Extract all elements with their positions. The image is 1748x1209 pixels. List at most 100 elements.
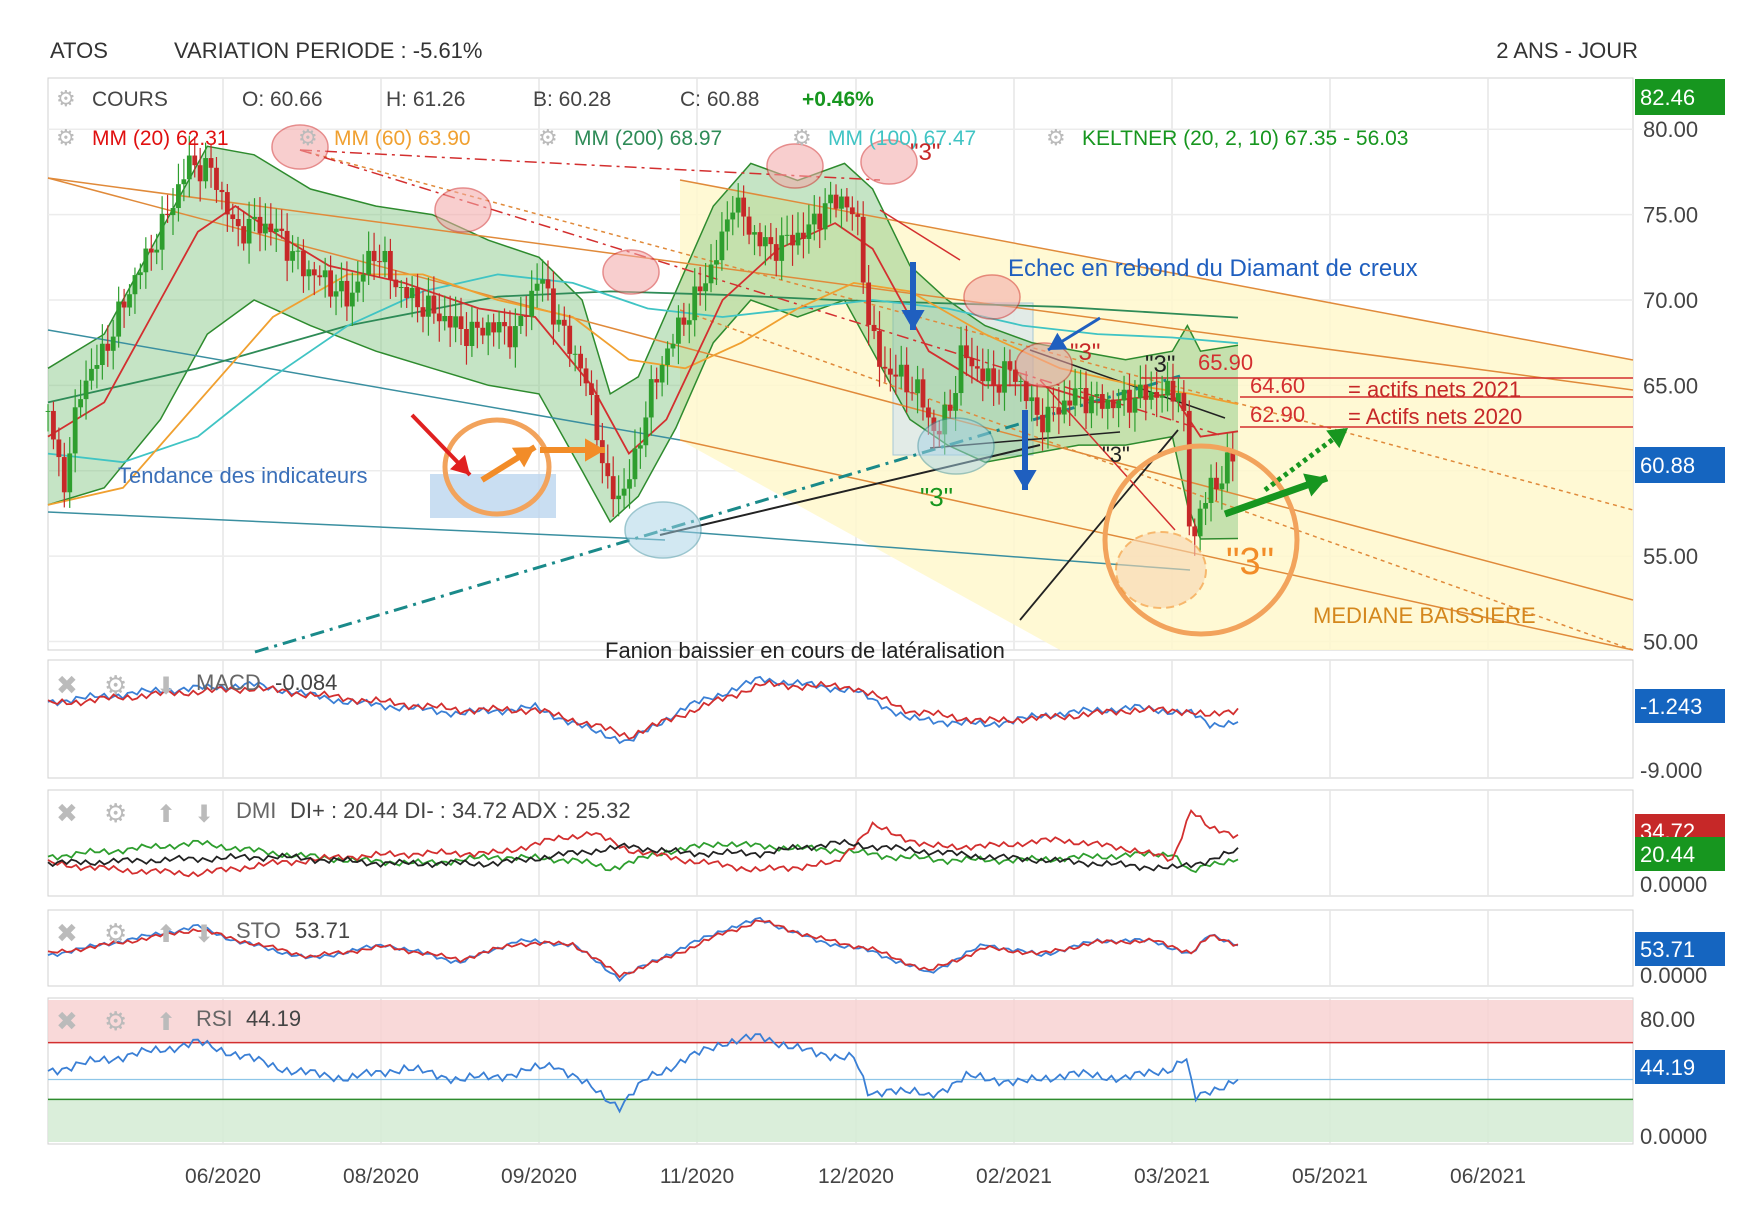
close-icon[interactable]: ✖ bbox=[56, 1006, 78, 1036]
y-tick-label: 80.00 bbox=[1643, 117, 1698, 142]
candle-body bbox=[252, 216, 257, 219]
gear-icon[interactable]: ⚙ bbox=[298, 125, 318, 150]
candle-body bbox=[393, 279, 399, 288]
candle-body bbox=[659, 365, 665, 383]
ma60-label: MM (60) 63.90 bbox=[334, 127, 471, 150]
gear-icon[interactable]: ⚙ bbox=[56, 125, 76, 150]
trendline bbox=[47, 511, 666, 541]
top-price-badge-bg bbox=[1635, 79, 1725, 115]
candle-body bbox=[676, 317, 681, 344]
close-icon[interactable]: ✖ bbox=[56, 798, 78, 828]
candle-body bbox=[746, 216, 752, 235]
candle-body bbox=[871, 324, 877, 332]
candle-body bbox=[409, 287, 415, 299]
candle-body bbox=[654, 379, 660, 383]
echec-text: Echec en rebond du Diamant de creux bbox=[1008, 255, 1418, 282]
candle-body bbox=[866, 282, 872, 325]
close-icon[interactable]: ✖ bbox=[56, 670, 78, 700]
ma20-label: MM (20) 62.31 bbox=[92, 127, 229, 150]
sto-panel bbox=[47, 909, 1634, 987]
candle-body bbox=[295, 250, 301, 252]
gear-icon[interactable]: ⚙ bbox=[104, 670, 127, 700]
candle-body bbox=[648, 379, 654, 418]
candle-body bbox=[121, 301, 127, 308]
arrow-up-icon[interactable]: ⬆ bbox=[156, 1009, 176, 1036]
candle-body bbox=[83, 380, 89, 400]
gear-icon[interactable]: ⚙ bbox=[104, 918, 127, 948]
candle-body bbox=[735, 197, 741, 213]
candle-body bbox=[1154, 391, 1160, 398]
arrow-down-icon[interactable]: ⬇ bbox=[194, 921, 214, 948]
marker-ellipse bbox=[917, 417, 995, 475]
candle-body bbox=[464, 329, 469, 347]
candle-body bbox=[328, 270, 334, 297]
candle-body bbox=[757, 232, 763, 247]
three-3: "3" bbox=[1145, 351, 1175, 378]
dmi-header: ✖ ⚙ ⬆ ⬇ DMI DI+ : 20.44 DI- : 34.72 ADX … bbox=[56, 798, 631, 828]
candle-body bbox=[589, 383, 594, 396]
candle-body bbox=[105, 343, 111, 351]
candle-body bbox=[415, 287, 420, 308]
candle-body bbox=[502, 322, 507, 327]
gear-icon[interactable]: ⚙ bbox=[792, 125, 812, 150]
gear-icon[interactable]: ⚙ bbox=[104, 1006, 127, 1036]
candle-body bbox=[610, 476, 616, 500]
candle-body bbox=[567, 325, 573, 354]
arrow-down-icon[interactable]: ⬇ bbox=[194, 801, 214, 828]
x-tick-label: 05/2021 bbox=[1292, 1165, 1368, 1188]
candle-body bbox=[426, 295, 431, 317]
candle-body bbox=[301, 250, 306, 277]
candle-body bbox=[686, 320, 692, 325]
candle-body bbox=[839, 196, 844, 209]
candle-body bbox=[398, 287, 404, 289]
candle-body bbox=[230, 214, 236, 220]
orange-arrow-head bbox=[585, 438, 605, 462]
candle-body bbox=[322, 270, 328, 278]
arrow-down-icon[interactable]: ⬇ bbox=[156, 673, 176, 700]
blue-arrow-down-head bbox=[901, 310, 925, 330]
x-tick-label: 11/2020 bbox=[660, 1165, 734, 1188]
candle-body bbox=[1121, 389, 1127, 401]
gear-icon[interactable]: ⚙ bbox=[1046, 125, 1066, 150]
candle-body bbox=[219, 189, 225, 193]
candle-body bbox=[355, 281, 361, 293]
candle-body bbox=[762, 237, 768, 247]
candle-body bbox=[480, 327, 486, 336]
candle-body bbox=[1056, 407, 1062, 415]
arrow-up-icon[interactable]: ⬆ bbox=[156, 801, 176, 828]
candle-body bbox=[127, 294, 132, 308]
candle-body bbox=[795, 232, 801, 246]
candle-body bbox=[143, 248, 149, 273]
orange-arrow-head bbox=[511, 447, 535, 468]
rsi-axis-label-top: 80.00 bbox=[1640, 1007, 1695, 1032]
net-assets-2020: = Actifs nets 2020 bbox=[1348, 404, 1522, 429]
rsi-oversold-zone bbox=[48, 1099, 1633, 1142]
candle-body bbox=[594, 395, 600, 441]
candle-body bbox=[817, 213, 823, 230]
candle-body bbox=[616, 495, 622, 500]
green-dotted-arrow bbox=[1263, 425, 1350, 493]
candle-body bbox=[773, 244, 779, 261]
macd-value: -0.084 bbox=[275, 670, 337, 695]
three-1: "3" bbox=[910, 139, 940, 166]
candle-body bbox=[1105, 399, 1111, 409]
last-price-badge: 60.88 bbox=[1640, 453, 1695, 478]
gear-icon[interactable]: ⚙ bbox=[538, 125, 558, 150]
gear-icon[interactable]: ⚙ bbox=[104, 798, 127, 828]
candle-body bbox=[909, 392, 915, 394]
candle-body bbox=[1067, 400, 1073, 406]
candle-body bbox=[453, 316, 458, 328]
gear-icon[interactable]: ⚙ bbox=[56, 86, 76, 111]
candle-body bbox=[458, 316, 464, 330]
close-icon[interactable]: ✖ bbox=[56, 918, 78, 948]
candle-body bbox=[474, 321, 480, 328]
candle-body bbox=[1186, 410, 1192, 527]
candle-body bbox=[1192, 526, 1198, 537]
trendline bbox=[879, 209, 961, 261]
candle-body bbox=[969, 358, 975, 367]
candle-body bbox=[273, 228, 279, 233]
candle-body bbox=[311, 269, 317, 276]
candle-body bbox=[110, 336, 116, 351]
arrow-up-icon[interactable]: ⬆ bbox=[156, 921, 176, 948]
